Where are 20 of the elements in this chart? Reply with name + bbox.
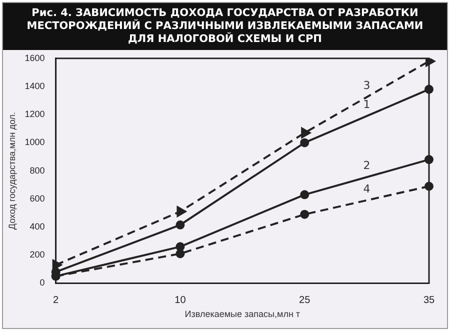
y-tick-label: 800 bbox=[30, 165, 45, 176]
series-label: 4 bbox=[363, 182, 370, 196]
y-tick-label: 200 bbox=[30, 250, 45, 260]
y-tick-label: 600 bbox=[30, 193, 45, 204]
y-tick-label: 1200 bbox=[24, 109, 45, 120]
y-tick-label: 1600 bbox=[24, 52, 45, 63]
y-tick-label: 1000 bbox=[24, 137, 45, 148]
series-label: 1 bbox=[363, 98, 370, 112]
x-tick-label: 35 bbox=[423, 294, 435, 306]
x-tick-label: 25 bbox=[299, 294, 311, 306]
chart-title: Рис. 4. ЗАВИСИМОСТЬ ДОХОДА ГОСУДАРСТВА ОТ РАЗРАБОТКИ МЕСТОРОЖДЕНИЙ С РАЗЛИЧНЫМИ ИЗВЛЕКАЕМЫМИ ЗАПАСАМИ ДЛЯ НАЛОГОВОЙ СХЕМЫ И СРП bbox=[3, 3, 447, 50]
x-axis-title: Извлекаемые запасы,млн т bbox=[184, 309, 300, 320]
y-tick-label: 1400 bbox=[24, 80, 45, 91]
y-tick-label: 400 bbox=[30, 221, 45, 232]
x-tick-label: 2 bbox=[53, 294, 60, 306]
y-axis-title: Доход государства,млн дол. bbox=[6, 112, 17, 230]
series-label: 3 bbox=[363, 79, 370, 92]
series-label: 2 bbox=[363, 159, 370, 172]
x-tick-label: 10 bbox=[174, 294, 186, 306]
y-tick-label: 0 bbox=[40, 278, 45, 288]
